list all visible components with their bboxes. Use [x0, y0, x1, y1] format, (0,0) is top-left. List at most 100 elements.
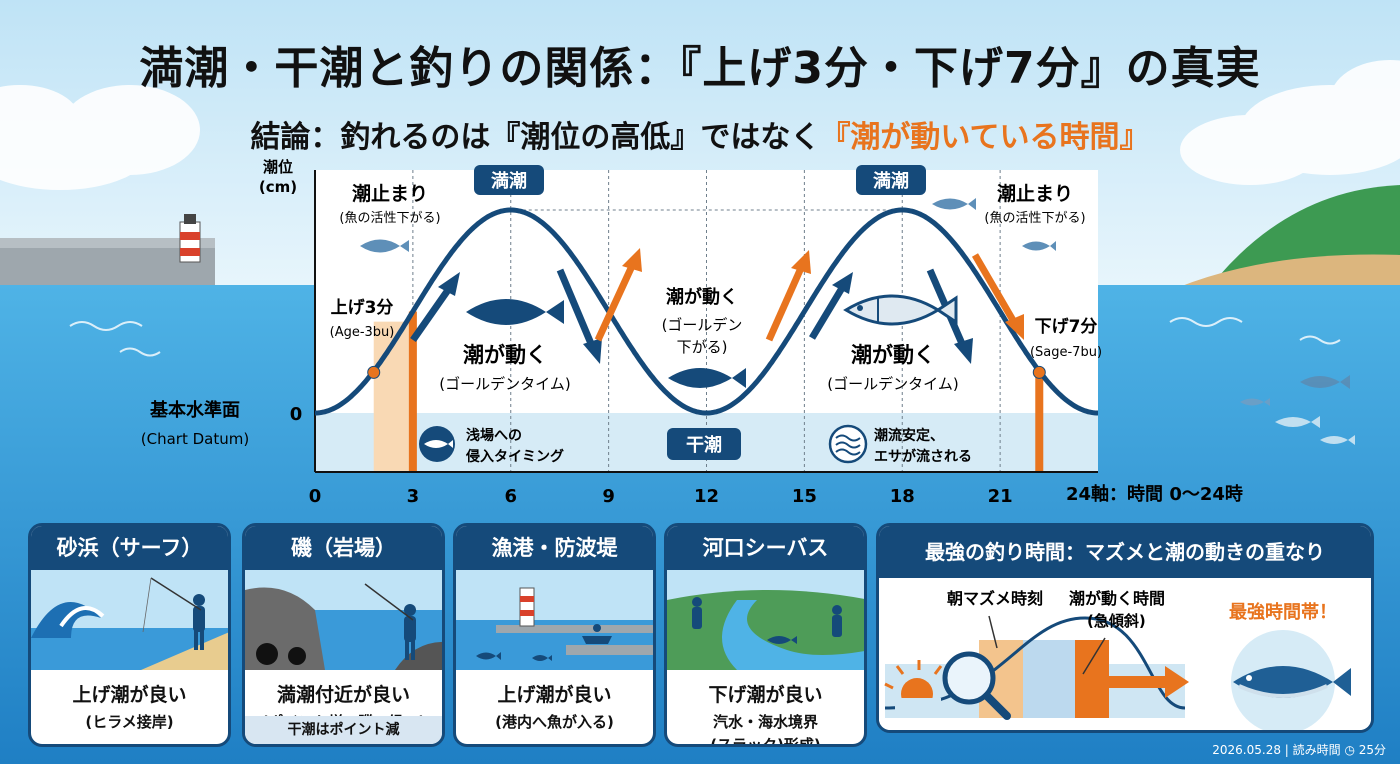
tide-line: [315, 207, 1098, 416]
fish-icon: [476, 652, 552, 661]
sea-urchin-icon: [256, 643, 306, 665]
fish-icon: [932, 198, 1056, 251]
slack-right-label: 潮止まり: [997, 183, 1073, 205]
card-sub2: (スラック)形成): [710, 736, 821, 747]
arrow-rising-mid: [594, 248, 642, 342]
moving-time-sub: (急傾斜): [1087, 612, 1146, 630]
current-icon: [828, 424, 868, 464]
card-sub: (港内へ魚が入る): [495, 713, 614, 731]
x-tick-label: 0: [309, 486, 322, 507]
harbor-illustration: [456, 570, 653, 670]
card-estuary: 河口シーバス 下げ潮が良い 汽水・海水境界 (スラック)形成): [664, 523, 867, 747]
y-axis-label-line1: 潮位: [263, 158, 293, 176]
card-note: 干潮はポイント減: [245, 716, 442, 744]
best-time-label: 最強時間帯！: [1229, 601, 1337, 623]
card-head: 磯（岩場）: [245, 526, 442, 570]
fish-badge-icon: [419, 426, 455, 462]
angler-icon: [193, 594, 205, 650]
moving-right-label: 潮が動く: [851, 343, 935, 367]
arrow-rising-right: [765, 250, 811, 342]
fish-icon: [360, 239, 409, 253]
high-tide-label: 満潮: [491, 170, 527, 192]
sage7-marker: [1032, 365, 1046, 379]
page-title: 満潮・干潮と釣りの関係：『上げ3分・下げ7分』の真実: [139, 43, 1261, 94]
school-fish: [1240, 375, 1355, 445]
x-tick-label: 18: [890, 486, 915, 507]
transition-band: [1023, 640, 1075, 718]
card-main: 下げ潮が良い: [708, 684, 823, 706]
x-tick-label: 3: [407, 486, 420, 507]
high-tide-badge-left: 満潮: [474, 165, 544, 195]
morning-label: 朝マズメ時刻: [947, 589, 1043, 608]
rocky-illustration: [245, 570, 442, 670]
moving-time-label: 潮が動く時間: [1069, 589, 1165, 608]
page-subtitle: 結論：釣れるのは『潮位の高低』ではなく『潮が動いている時間』: [0, 112, 1400, 156]
sage7-sub: (Sage-7bu): [1030, 345, 1102, 360]
card-main: 上げ潮が良い: [72, 684, 187, 706]
age3-marker: [367, 365, 381, 379]
strongest-time-panel: 最強の釣り時間：マズメと潮の動きの重なり 朝マズメ時刻 潮が動く時間 (急傾斜): [876, 523, 1374, 733]
shallow-note-line1: 浅場への: [466, 427, 522, 444]
slack-left-sub: (魚の活性下がる): [339, 211, 440, 226]
tide-chart: 0 3 6 9 12 15 18 21 潮位 (cm) 0 基本水準面 (Chart Datu…: [141, 158, 1243, 507]
stable-note-line2: エサが流される: [874, 448, 972, 465]
tide-curve: [315, 207, 1098, 416]
age3-label: 上げ3分: [331, 298, 394, 318]
lighthouse-icon: [519, 587, 535, 627]
pier-left: [0, 238, 215, 292]
sage7-label: 下げ7分: [1035, 317, 1098, 337]
age3-sub: (Age-3bu): [330, 325, 395, 340]
footer-meta: 2026.05.28 | 読み時間 ◷ 25分: [1212, 743, 1386, 757]
card-sub: 汽水・海水境界: [712, 713, 818, 731]
surf-illustration: [31, 570, 228, 670]
angler-icon: [692, 597, 702, 629]
moving-left-label: 潮が動く: [463, 343, 547, 367]
subtitle-prefix: 結論：釣れるのは『潮位の高低』ではなく: [250, 120, 821, 155]
card-surf: 砂浜（サーフ） 上げ潮が良い (ヒラメ接岸): [28, 523, 231, 747]
angler-icon: [404, 604, 416, 660]
x-axis-label: 24軸：時間 0〜24時: [1066, 483, 1243, 505]
arrow-rising-right-2: [808, 272, 853, 340]
waves: [69, 317, 1341, 357]
age3-bar: [408, 311, 417, 472]
moving-right-sub: (ゴールデンタイム): [827, 375, 958, 393]
subtitle-highlight: 『潮が動いている時間』: [820, 120, 1150, 155]
fish-icon: [767, 636, 797, 644]
y-zero-label: 0: [290, 404, 303, 425]
x-tick-label: 9: [602, 486, 615, 507]
sun-icon: [884, 660, 943, 714]
sage7-bar: [1035, 372, 1044, 472]
tuna-icon: [843, 294, 958, 326]
x-tick-label: 6: [504, 486, 517, 507]
x-tick-label: 12: [694, 486, 719, 507]
axes: [314, 170, 1098, 473]
strongest-panel-head: 最強の釣り時間：マズメと潮の動きの重なり: [879, 526, 1371, 578]
moving-mid-sub1: (ゴールデン: [662, 316, 743, 334]
card-main: 上げ潮が良い: [497, 684, 612, 706]
angler-icon: [832, 605, 842, 637]
stable-note-line1: 潮流安定、: [874, 427, 944, 444]
estuary-illustration: [667, 570, 864, 670]
x-tick-label: 15: [792, 486, 817, 507]
moving-mid-sub2: 下がる): [677, 338, 728, 356]
datum-label: 基本水準面: [149, 399, 240, 421]
high-tide-badge-right: 満潮: [856, 165, 926, 195]
lighthouse-left: [179, 214, 201, 263]
arrow-rising-left: [410, 272, 460, 343]
strongest-diagram: 朝マズメ時刻 潮が動く時間 (急傾斜) 最強時間帯！: [879, 578, 1371, 730]
arrow-right-icon: [1103, 666, 1189, 698]
card-harbor: 漁港・防波堤 上げ潮が良い (港内へ魚が入る): [453, 523, 656, 747]
datum-sub-label: (Chart Datum): [141, 430, 249, 448]
slack-right-sub: (魚の活性下がる): [984, 211, 1085, 226]
tuna-catch-icon: [1231, 630, 1351, 730]
card-head: 漁港・防波堤: [456, 526, 653, 570]
x-ticks: 0 3 6 9 12 15 18 21: [309, 486, 1013, 507]
card-main: 満潮付近が良い: [276, 684, 410, 706]
arrow-falling-left: [556, 268, 602, 364]
card-sub: (ヒラメ接岸): [85, 713, 174, 731]
fish-icon: [466, 299, 564, 325]
card-rocky: 磯（岩場） 満潮付近が良い (ポイント増、磯の縁へ) 干潮はポイント減: [242, 523, 445, 747]
card-head: 河口シーバス: [667, 526, 864, 570]
arrow-falling-right-orange: [971, 253, 1024, 340]
